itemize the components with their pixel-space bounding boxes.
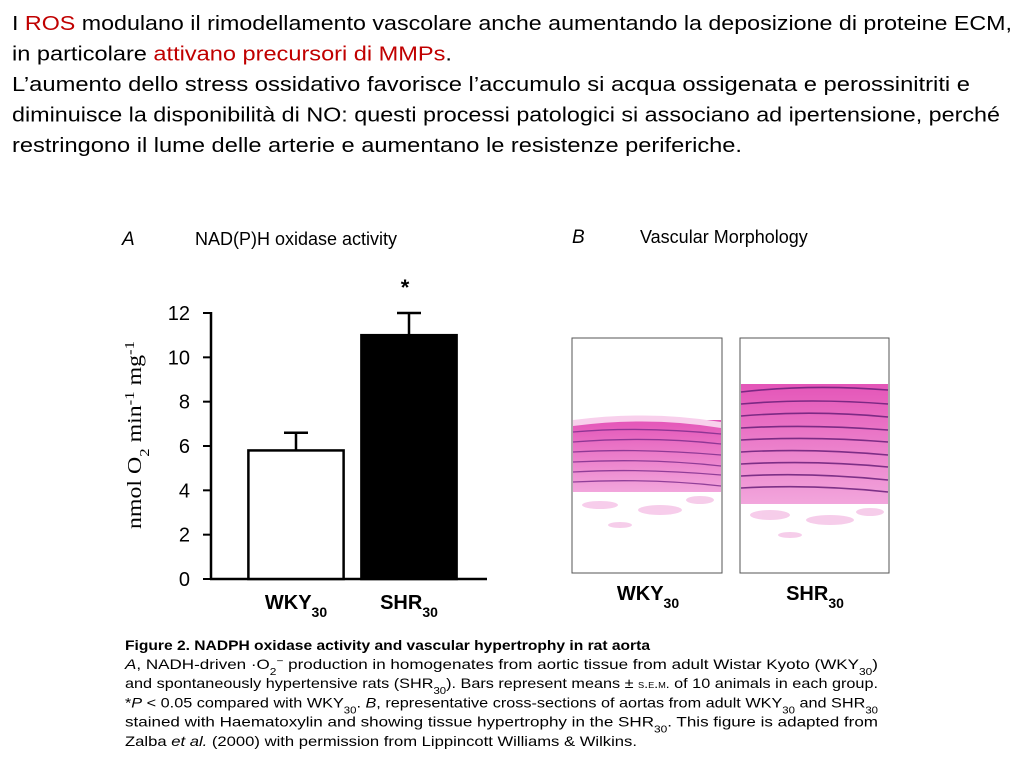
caption-line: Zalba et al. (2000) with permission from… — [125, 733, 637, 749]
x-tick-label: WKY30 — [265, 592, 327, 620]
caption-line: A, NADH-driven ·O 2− production in homoge… — [124, 656, 878, 678]
panel-label: A — [121, 229, 135, 250]
text-run: in particolare — [12, 44, 153, 66]
text-run: restringono il lume delle arterie e aume… — [12, 135, 742, 157]
caption-title: Figure 2. NADPH oxidase activity and vas… — [125, 637, 650, 653]
text-run: − — [276, 656, 283, 667]
text-run: * — [125, 694, 132, 710]
body-text-line: I ROS modulano il rimodellamento vascola… — [12, 13, 1012, 35]
category-subscript: 30 — [312, 604, 328, 620]
x-tick-label: SHR30 — [380, 592, 438, 620]
text-run: < 0.05 compared with WKY — [142, 694, 344, 710]
text-run: 30 — [344, 705, 357, 716]
text-run: modulano il rimodellamento vascolare anc… — [75, 13, 1012, 35]
body-text-line: diminuisce la disponibilità di NO: quest… — [12, 105, 1000, 127]
body-text-line: L’aumento dello stress ossidativo favori… — [12, 74, 970, 96]
image-label: SHR30 — [786, 583, 844, 611]
text-run: and SHR — [795, 694, 865, 710]
category-subscript: 30 — [422, 604, 438, 620]
text-run: diminuisce la disponibilità di NO: quest… — [12, 105, 1000, 127]
text-run: (2000) with permission from Lippincott W… — [207, 733, 637, 749]
bar — [247, 449, 345, 581]
text-run: ROS — [25, 13, 75, 35]
text-run: 30 — [865, 705, 878, 716]
bar — [360, 333, 458, 581]
text-run: , representative cross-sections of aorta… — [376, 694, 783, 710]
text-run: I — [12, 13, 25, 35]
y-tick-label: 4 — [179, 480, 190, 502]
y-axis-label: nmol O2 min-1 mg-1 — [123, 341, 153, 529]
text-run: min — [124, 405, 146, 448]
text-run: of 10 animals in each group. — [670, 675, 878, 691]
category-name: SHR — [380, 592, 423, 614]
histology-wky — [571, 337, 723, 574]
y-tick-label: 0 — [179, 569, 190, 591]
text-run: B — [365, 694, 376, 710]
y-tick-label: 2 — [179, 525, 190, 547]
text-run: 30 — [433, 686, 446, 697]
text-run: attivano precursori di MMPs — [153, 44, 445, 66]
text-run: and spontaneously hypertensive rats (SHR — [125, 675, 433, 691]
y-tick-label: 12 — [168, 303, 190, 325]
text-run: -1 — [123, 391, 138, 405]
image-label: WKY30 — [617, 583, 679, 611]
panel-title: Vascular Morphology — [640, 227, 808, 247]
image-subscript: 30 — [664, 595, 680, 611]
text-run: et al. — [171, 733, 207, 749]
text-run: Zalba — [125, 733, 171, 749]
text-run: . This figure is adapted from — [667, 714, 878, 730]
image-subscript: 30 — [828, 595, 844, 611]
y-tick-label: 6 — [179, 436, 190, 458]
body-text-line: in particolare attivano precursori di MM… — [12, 44, 452, 66]
histology-shr — [739, 337, 890, 574]
image-name: SHR — [786, 583, 829, 605]
text-run: 30 — [654, 724, 668, 735]
text-run: ) — [872, 656, 878, 672]
text-run: P — [131, 694, 143, 710]
text-run: . — [356, 694, 365, 710]
text-run: A — [124, 656, 137, 672]
text-run: production in homogenates from aortic ti… — [283, 656, 859, 672]
body-text-line: restringono il lume delle arterie e aume… — [12, 135, 742, 157]
text-run: -1 — [123, 341, 138, 355]
text-run: , NADH-driven ·O — [136, 656, 270, 672]
text-run: 30 — [782, 705, 795, 716]
text-run: s.e.m. — [638, 677, 670, 691]
panel-label: B — [572, 227, 585, 248]
image-name: WKY — [617, 583, 664, 605]
text-run: L’aumento dello stress ossidativo favori… — [12, 74, 970, 96]
y-tick-label: 8 — [179, 392, 190, 414]
text-run: 2 — [138, 448, 153, 456]
caption-line: and spontaneously hypertensive rats (SHR… — [125, 675, 878, 697]
caption-line: stained with Haematoxylin and showing ti… — [125, 714, 878, 736]
text-run: stained with Haematoxylin and showing ti… — [125, 714, 654, 730]
category-name: WKY — [265, 592, 312, 614]
annotation: * — [401, 275, 410, 300]
text-run: . — [445, 44, 452, 66]
text-run: mg — [124, 355, 146, 391]
y-tick-label: 10 — [168, 347, 190, 369]
text-run: ). Bars represent means ± — [446, 675, 638, 691]
text-run: 2 — [270, 667, 277, 678]
caption-line: *P < 0.05 compared with WKY 30. B, repres… — [125, 694, 879, 716]
chart-title: NAD(P)H oxidase activity — [195, 229, 397, 249]
text-run: 30 — [859, 667, 873, 678]
text-run: nmol O — [124, 457, 146, 529]
